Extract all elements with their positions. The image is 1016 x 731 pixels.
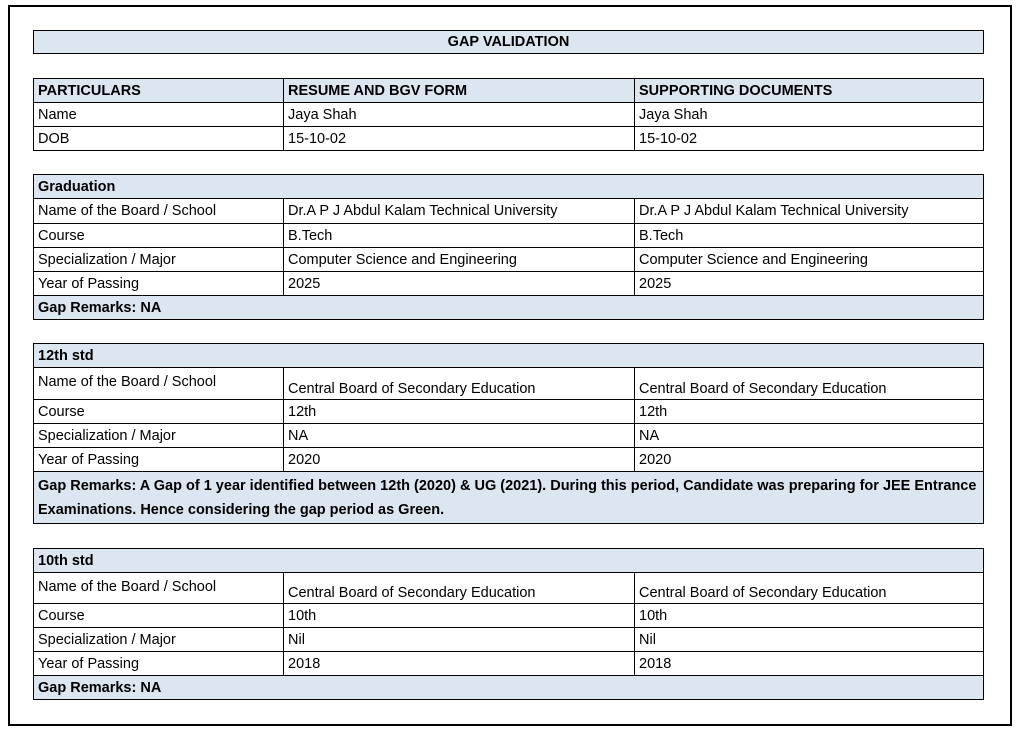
table-cell: Name [33, 102, 284, 127]
table-cell: Jaya Shah [283, 102, 635, 127]
frame [8, 5, 1012, 726]
gap-remarks: Gap Remarks: A Gap of 1 year identified … [33, 471, 984, 524]
table-cell: 2025 [634, 271, 984, 296]
header-cell: SUPPORTING DOCUMENTS [634, 78, 984, 103]
section-heading: Graduation [33, 174, 984, 199]
table-cell: 10th [634, 603, 984, 628]
table-cell: Specialization / Major [33, 627, 284, 652]
table-cell: Name of the Board / School [33, 572, 284, 604]
table-cell: Specialization / Major [33, 423, 284, 448]
table-cell: Central Board of Secondary Education [283, 367, 635, 400]
table-cell: Course [33, 603, 284, 628]
table-cell: 2018 [283, 651, 635, 676]
table-cell: B.Tech [283, 223, 635, 248]
table-cell: Specialization / Major [33, 247, 284, 272]
table-cell: 12th [634, 399, 984, 424]
table-cell: Year of Passing [33, 271, 284, 296]
table-cell: NA [283, 423, 635, 448]
table-cell: Course [33, 399, 284, 424]
title-bar: GAP VALIDATION [33, 30, 984, 54]
table-cell: Computer Science and Engineering [283, 247, 635, 272]
table-cell: NA [634, 423, 984, 448]
table-cell: Dr.A P J Abdul Kalam Technical Universit… [283, 198, 635, 224]
gap-remarks: Gap Remarks: NA [33, 295, 984, 320]
table-cell: Central Board of Secondary Education [634, 572, 984, 604]
table-cell: Year of Passing [33, 651, 284, 676]
table-cell: 2018 [634, 651, 984, 676]
section-heading: 10th std [33, 548, 984, 573]
table-cell: 10th [283, 603, 635, 628]
gap-remarks: Gap Remarks: NA [33, 675, 984, 700]
table-cell: Central Board of Secondary Education [283, 572, 635, 604]
table-cell: Central Board of Secondary Education [634, 367, 984, 400]
table-cell: B.Tech [634, 223, 984, 248]
table-cell: 12th [283, 399, 635, 424]
table-cell: Course [33, 223, 284, 248]
section-heading: 12th std [33, 343, 984, 368]
table-cell: Name of the Board / School [33, 367, 284, 400]
table-cell: Name of the Board / School [33, 198, 284, 224]
table-cell: 2020 [283, 447, 635, 472]
table-cell: 15-10-02 [634, 126, 984, 151]
table-cell: 15-10-02 [283, 126, 635, 151]
header-cell: PARTICULARS [33, 78, 284, 103]
table-cell: 2025 [283, 271, 635, 296]
header-cell: RESUME AND BGV FORM [283, 78, 635, 103]
table-cell: Jaya Shah [634, 102, 984, 127]
table-cell: Computer Science and Engineering [634, 247, 984, 272]
table-cell: Dr.A P J Abdul Kalam Technical Universit… [634, 198, 984, 224]
table-cell: 2020 [634, 447, 984, 472]
table-cell: DOB [33, 126, 284, 151]
table-cell: Year of Passing [33, 447, 284, 472]
table-cell: Nil [634, 627, 984, 652]
table-cell: Nil [283, 627, 635, 652]
